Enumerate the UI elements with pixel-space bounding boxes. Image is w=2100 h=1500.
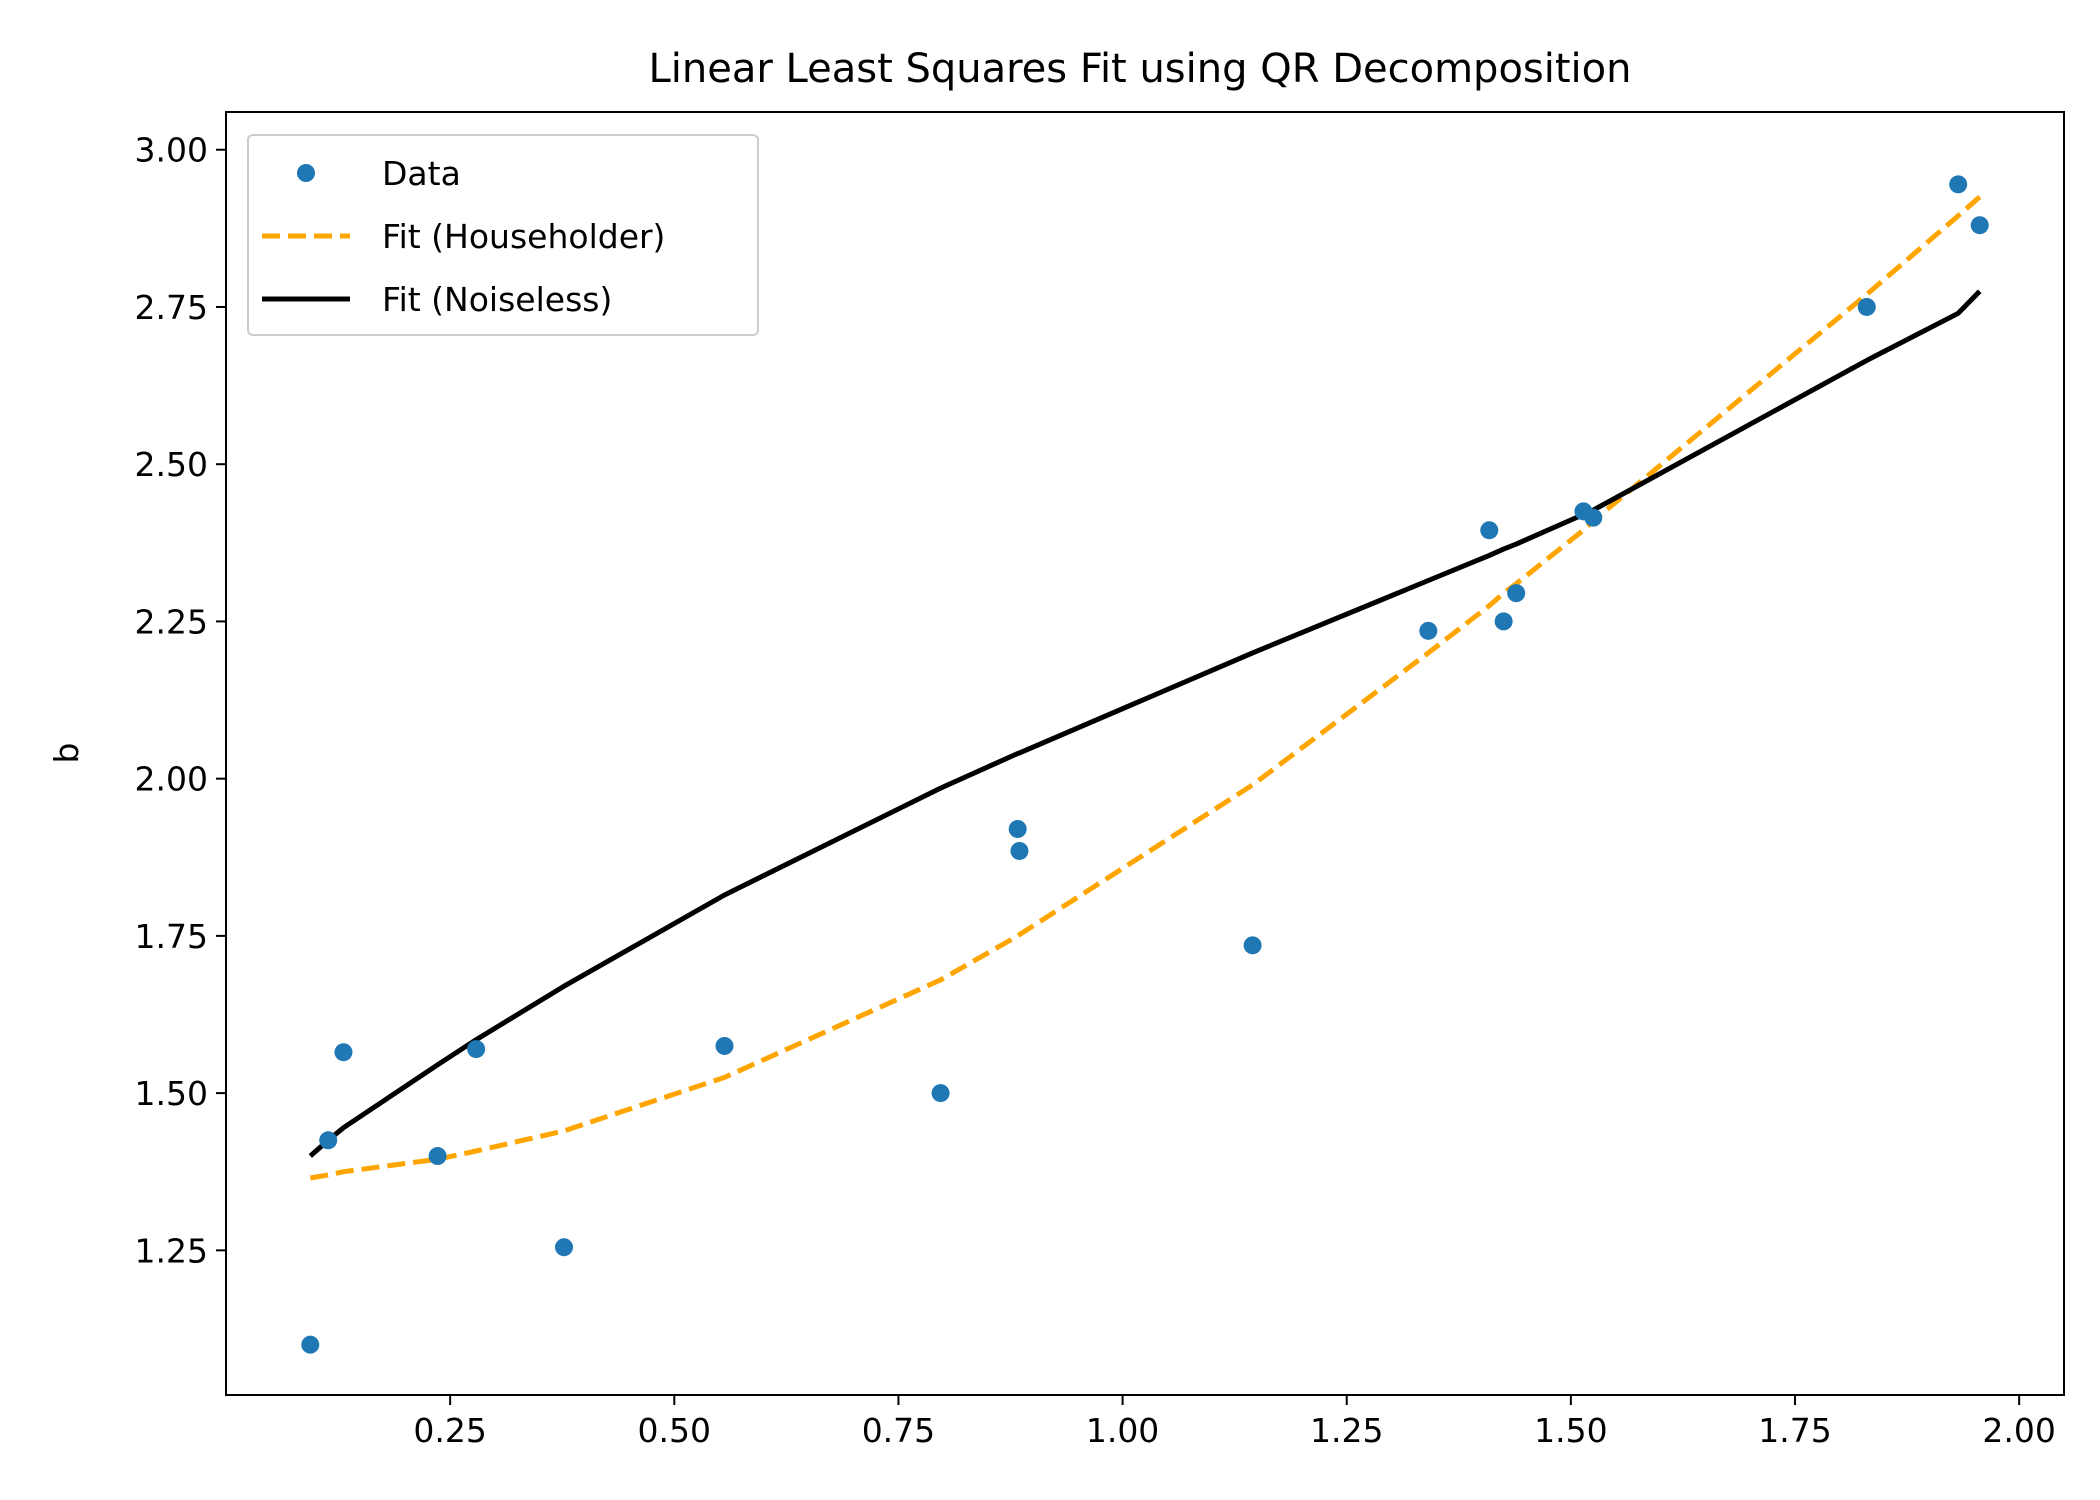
y-tick-label: 2.75 (135, 288, 208, 327)
y-axis-label: b (47, 743, 86, 764)
x-tick-label: 1.00 (1086, 1411, 1159, 1450)
legend-marker-data (297, 164, 315, 182)
data-point (301, 1335, 320, 1354)
x-tick-label: 1.25 (1310, 1411, 1383, 1450)
data-point (1949, 175, 1968, 194)
x-tick-label: 0.25 (413, 1411, 486, 1450)
data-point (555, 1238, 574, 1257)
y-tick-label: 1.25 (135, 1231, 208, 1270)
data-point (1494, 612, 1513, 631)
axes-frame (225, 111, 2065, 1396)
legend-label: Data (382, 154, 461, 193)
x-tick-label: 0.50 (638, 1411, 711, 1450)
chart-title: Linear Least Squares Fit using QR Decomp… (649, 46, 1632, 92)
y-axis-label-group: b (47, 743, 86, 764)
x-tick-label: 2.00 (1982, 1411, 2055, 1450)
data-point (1008, 819, 1027, 838)
data-point (715, 1036, 734, 1055)
data-point (1419, 621, 1438, 640)
data-point (1857, 297, 1876, 316)
data-point (1507, 584, 1526, 603)
x-tick-label: 0.75 (862, 1411, 935, 1450)
data-point (467, 1040, 486, 1059)
legend-label: Fit (Householder) (382, 217, 665, 256)
y-tick-label: 2.25 (135, 602, 208, 641)
data-point (334, 1043, 353, 1062)
legend-box (247, 134, 759, 336)
data-point (1480, 521, 1499, 540)
data-point (428, 1147, 447, 1166)
data-point (1584, 508, 1603, 527)
y-tick-label: 2.00 (135, 760, 208, 799)
data-point (931, 1084, 950, 1103)
y-tick-label: 1.75 (135, 917, 208, 956)
y-tick-label: 1.50 (135, 1074, 208, 1113)
plot-area: 0.25 0.50 0.75 1.00 1.25 1.50 1.75 2.00 1.25 1.50… (135, 111, 2065, 1450)
legend: Data Fit (Householder) Fit (Noiseless) (247, 134, 759, 336)
x-tick-label: 1.75 (1758, 1411, 1831, 1450)
y-tick-label: 3.00 (135, 131, 208, 170)
legend-label: Fit (Noiseless) (382, 280, 612, 319)
x-tick-label: 1.50 (1534, 1411, 1607, 1450)
data-point (1243, 936, 1262, 955)
data-point (1010, 841, 1029, 860)
data-point (1970, 216, 1989, 235)
data-point (319, 1131, 338, 1150)
y-tick-label: 2.50 (135, 445, 208, 484)
